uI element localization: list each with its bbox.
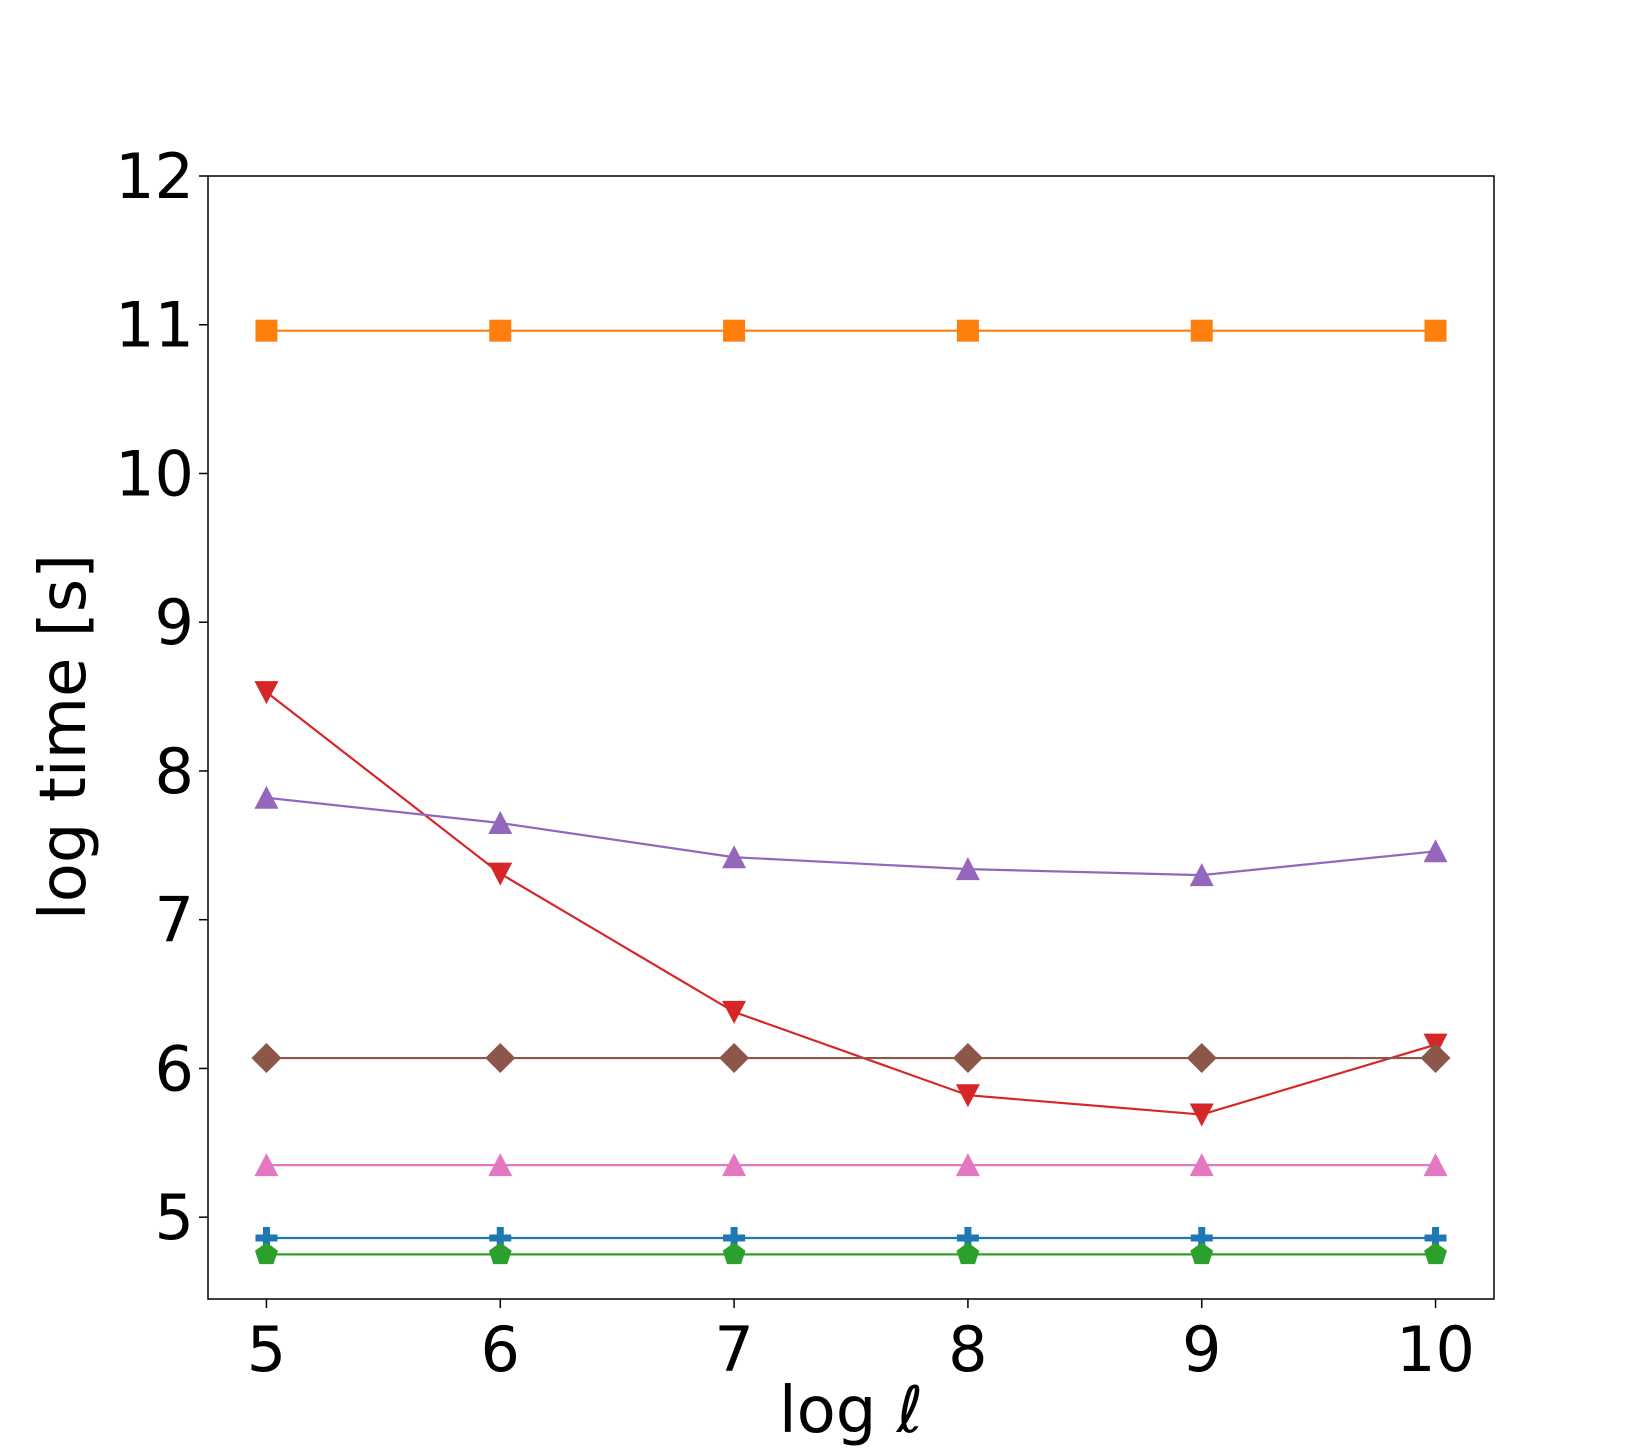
y-axis-label: log time [s]: [27, 554, 101, 920]
data-point: [1423, 839, 1448, 863]
data-point: [254, 785, 279, 809]
y-tick-label: 5: [155, 1181, 194, 1254]
data-point: [255, 319, 278, 342]
data-point: [1424, 1242, 1447, 1265]
x-tick-label: 8: [948, 1313, 987, 1386]
data-point: [251, 1043, 282, 1074]
series-3: [254, 785, 1448, 887]
data-point: [1190, 319, 1213, 342]
data-point: [955, 1084, 980, 1108]
data-point: [254, 681, 279, 705]
plot-frame: [207, 175, 1495, 1300]
data-point: [488, 1153, 513, 1177]
series-5: [254, 1153, 1448, 1177]
y-tick-label: 12: [115, 140, 194, 213]
plot-area: [208, 176, 1494, 1299]
y-tick-label: 8: [155, 735, 194, 808]
y-tick-label: 9: [155, 586, 194, 659]
data-point: [1189, 1103, 1214, 1127]
data-point: [485, 1043, 516, 1074]
data-point: [1189, 1153, 1214, 1177]
series-1: [255, 319, 1447, 342]
data-point: [1190, 1242, 1214, 1265]
series-layer: [251, 319, 1451, 1265]
data-point: [955, 1153, 980, 1177]
series-line: [266, 796, 1436, 877]
series-4: [251, 1043, 1451, 1074]
series-2: [254, 681, 1448, 1127]
data-point: [488, 811, 513, 835]
data-point: [1424, 319, 1447, 342]
data-point: [722, 1242, 746, 1265]
data-point: [488, 1242, 512, 1265]
x-tick-label: 7: [714, 1313, 753, 1386]
x-axis: 5 6 7 8 9 10: [247, 1299, 1475, 1386]
y-axis: 5 6 7 8 9 10 11 12: [115, 140, 208, 1254]
data-point: [1189, 863, 1214, 887]
y-tick-label: 11: [115, 289, 194, 362]
data-point: [255, 1242, 278, 1265]
x-axis-label: log ℓ: [779, 1374, 923, 1448]
series-7: [255, 1242, 1447, 1265]
y-tick-label: 6: [155, 1032, 194, 1105]
x-tick-label: 10: [1396, 1313, 1475, 1386]
data-point: [719, 1043, 750, 1074]
data-point: [722, 1000, 747, 1024]
data-point: [722, 1153, 747, 1177]
data-point: [1423, 1153, 1448, 1177]
series-line: [265, 691, 1436, 1116]
data-point: [956, 1242, 980, 1265]
y-tick-label: 10: [115, 437, 194, 510]
data-point: [1420, 1043, 1451, 1074]
data-point: [955, 857, 980, 881]
data-point: [723, 319, 746, 342]
data-point: [1186, 1043, 1217, 1074]
x-tick-label: 9: [1182, 1313, 1221, 1386]
y-tick-label: 7: [155, 884, 194, 957]
data-point: [952, 1043, 983, 1074]
data-point: [488, 862, 513, 886]
x-tick-label: 6: [481, 1313, 520, 1386]
x-tick-label: 5: [247, 1313, 286, 1386]
data-point: [254, 1153, 279, 1177]
data-point: [722, 845, 747, 869]
data-point: [956, 319, 979, 342]
data-point: [489, 319, 512, 342]
